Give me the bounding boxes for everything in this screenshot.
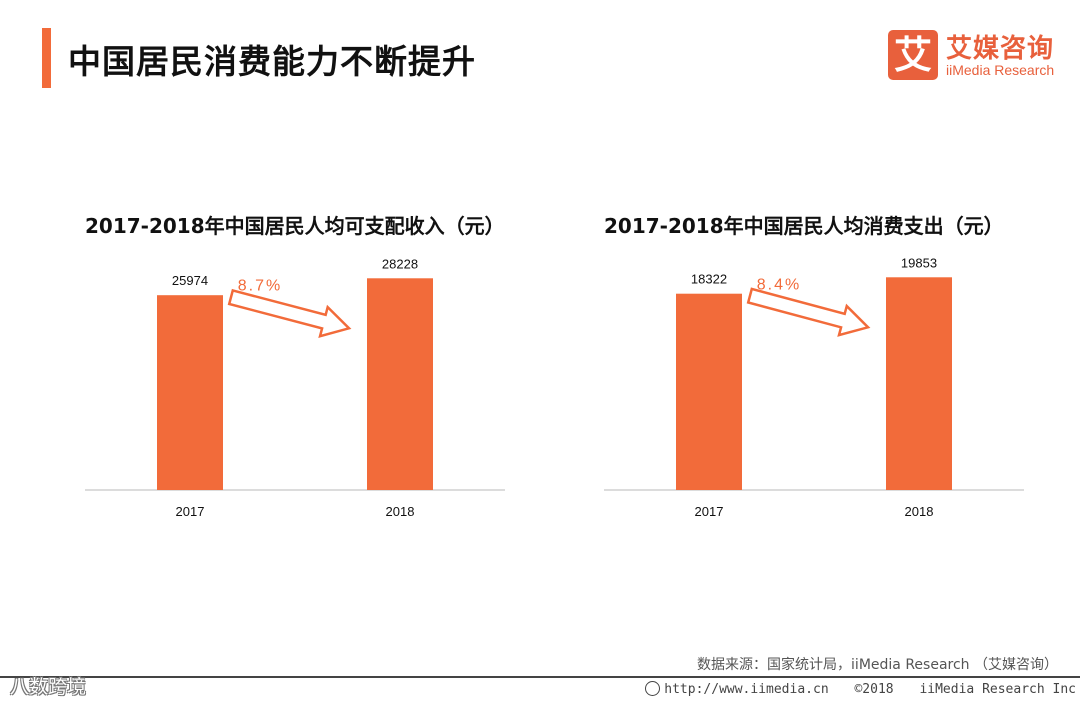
growth-arrow-icon xyxy=(746,287,871,337)
growth-arrow-icon xyxy=(227,288,352,338)
x-tick-label: 2018 xyxy=(905,504,934,519)
bar xyxy=(886,277,952,490)
bar xyxy=(157,295,223,490)
footer-divider xyxy=(0,676,1080,678)
bar xyxy=(676,293,742,490)
growth-arrow-shape xyxy=(746,287,871,337)
footer-info: http://www.iimedia.cn ©2018 iiMedia Rese… xyxy=(645,681,1076,697)
income-chart-plot: 25974 2017 28228 2018 8.7% xyxy=(85,256,505,519)
income-chart: 2017-2018年中国居民人均可支配收入（元） 25974 2017 28228 2… xyxy=(85,200,555,540)
title-accent-bar xyxy=(42,28,51,88)
x-tick-label: 2018 xyxy=(386,504,415,519)
company-name: iiMedia Research Inc xyxy=(919,682,1076,697)
spending-chart-plot: 18322 2017 19853 2018 8.4% xyxy=(604,255,1024,519)
brand-name-cn: 艾媒咨询 xyxy=(946,34,1055,64)
watermark: 八数跨境 xyxy=(10,676,87,698)
copyright: ©2018 xyxy=(854,682,894,697)
chart-title: 2017-2018年中国居民人均可支配收入（元） xyxy=(85,214,505,238)
page-title: 中国居民消费能力不断提升 xyxy=(68,42,476,81)
data-label: 19853 xyxy=(901,255,937,270)
growth-rate-label: 8.7% xyxy=(238,278,282,295)
website-link[interactable]: http://www.iimedia.cn xyxy=(664,682,829,697)
x-tick-label: 2017 xyxy=(695,504,724,519)
bar xyxy=(367,278,433,490)
growth-arrow-shape xyxy=(227,288,352,338)
brand-name-en: iiMedia Research xyxy=(946,62,1055,78)
x-tick-label: 2017 xyxy=(176,504,205,519)
globe-icon xyxy=(645,681,661,696)
data-source: 数据来源：国家统计局，iiMedia Research （艾媒咨询） xyxy=(697,657,1058,673)
data-label: 25974 xyxy=(172,273,208,288)
growth-rate-label: 8.4% xyxy=(757,276,801,293)
brand-mark-icon: 艾 xyxy=(888,30,938,80)
data-label: 28228 xyxy=(382,256,418,271)
chart-title: 2017-2018年中国居民人均消费支出（元） xyxy=(604,214,1004,238)
brand-logo[interactable]: 艾 艾媒咨询 iiMedia Research xyxy=(888,30,1063,82)
data-label: 18322 xyxy=(691,272,727,287)
spending-chart: 2017-2018年中国居民人均消费支出（元） 18322 2017 19853 20… xyxy=(604,200,1074,540)
